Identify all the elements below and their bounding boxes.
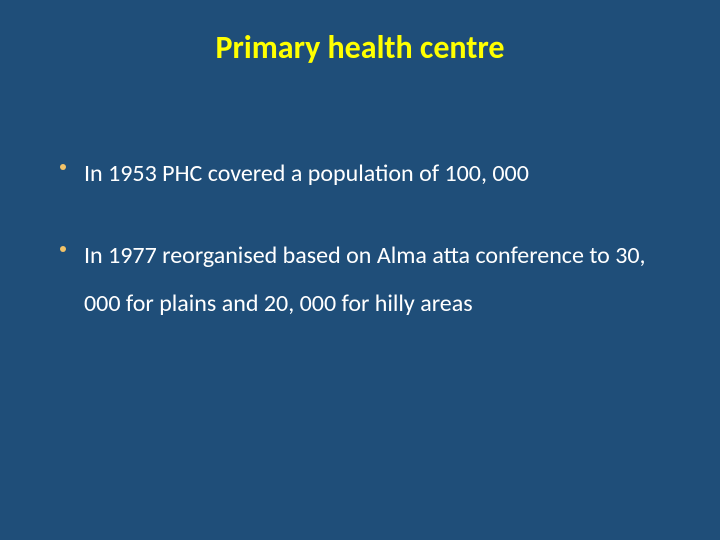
slide-title: Primary health centre (0, 28, 720, 67)
bullet-item: In 1977 reorganised based on Alma atta c… (60, 232, 672, 328)
bullet-text: In 1953 PHC covered a population of 100,… (84, 150, 672, 198)
bullet-item: In 1953 PHC covered a population of 100,… (60, 150, 672, 198)
bullet-dot-icon (60, 246, 66, 252)
bullet-dot-icon (60, 164, 66, 170)
slide-body: In 1953 PHC covered a population of 100,… (60, 150, 672, 362)
slide: Primary health centre In 1953 PHC covere… (0, 0, 720, 540)
bullet-text: In 1977 reorganised based on Alma atta c… (84, 232, 672, 328)
